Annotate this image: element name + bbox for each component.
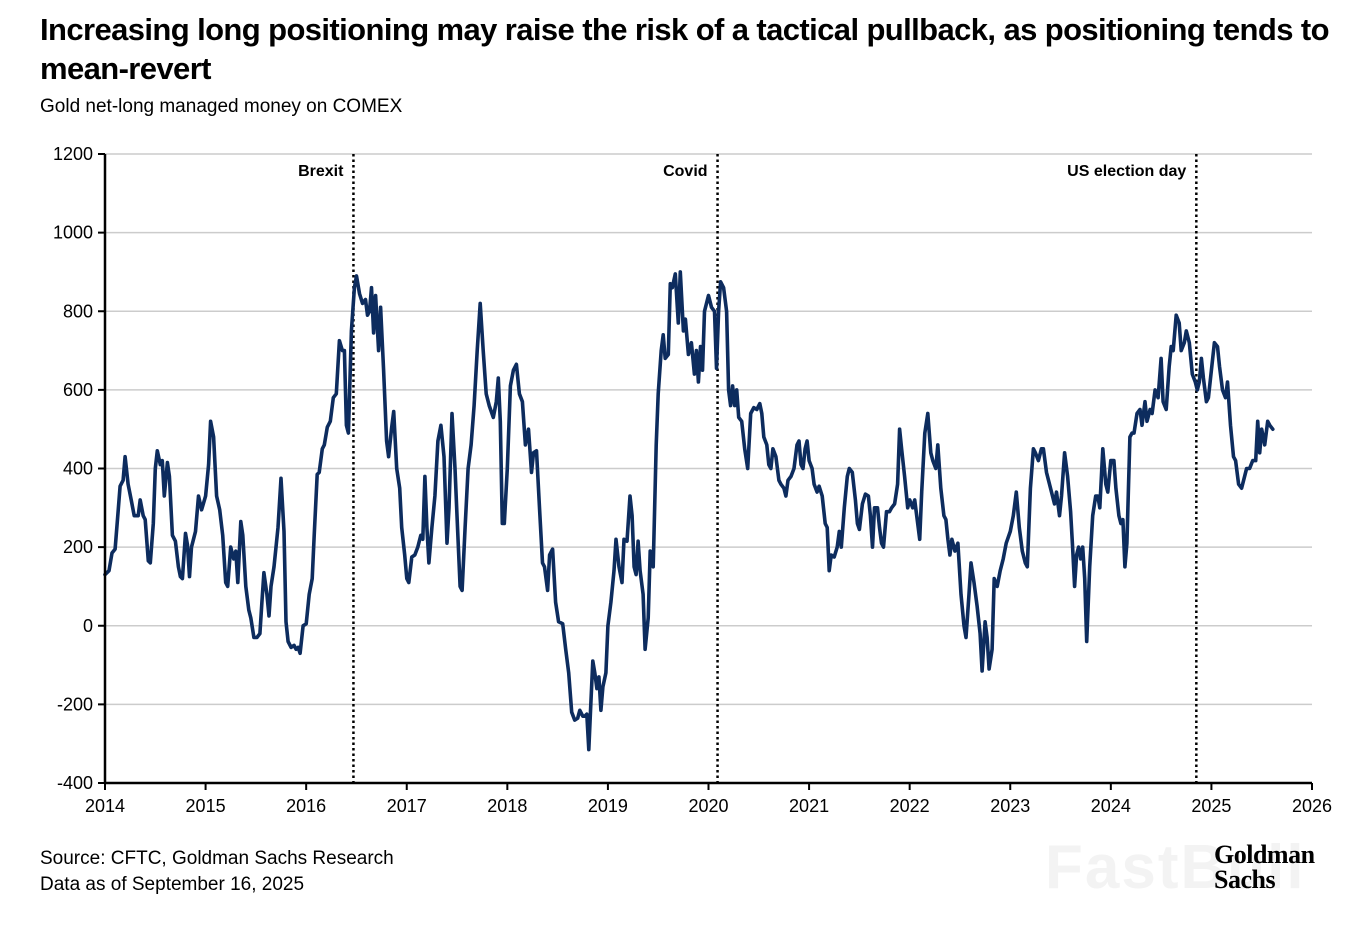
logo-line-1: Goldman <box>1214 840 1315 869</box>
x-tick-label: 2017 <box>387 796 427 816</box>
y-tick-label: 800 <box>63 301 93 321</box>
x-tick-label: 2018 <box>487 796 527 816</box>
x-tick-label: 2015 <box>186 796 226 816</box>
y-tick-label: 1200 <box>53 144 93 164</box>
y-tick-label: 1000 <box>53 223 93 243</box>
series-line <box>103 270 1275 752</box>
logo-line-2: Sachs <box>1214 865 1276 894</box>
axes: 1200 1000 800 600 400 200 0 -200 -400 2014 2015 201… <box>53 144 1332 816</box>
event-markers: Brexit Covid US election day <box>298 154 1198 783</box>
goldman-sachs-logo: Goldman Sachs <box>1214 840 1315 894</box>
x-tick-label: 2019 <box>588 796 628 816</box>
x-tick-label: 2025 <box>1191 796 1231 816</box>
chart-subtitle: Gold net-long managed money on COMEX <box>40 96 403 117</box>
y-tick-label: 200 <box>63 537 93 557</box>
y-tick-label: -200 <box>57 694 93 714</box>
y-tick-label: 0 <box>83 616 93 636</box>
x-tick-label: 2016 <box>286 796 326 816</box>
x-tick-label: 2026 <box>1292 796 1332 816</box>
x-tick-label: 2023 <box>990 796 1030 816</box>
event-label: US election day <box>1067 163 1186 180</box>
series-layer <box>103 270 1275 752</box>
data-date: Data as of September 16, 2025 <box>40 874 305 895</box>
source-text: Source: CFTC, Goldman Sachs Research <box>40 848 394 869</box>
y-tick-label: 600 <box>63 380 93 400</box>
y-tick-label: 400 <box>63 459 93 479</box>
x-tick-label: 2021 <box>789 796 829 816</box>
event-label: Brexit <box>298 163 344 180</box>
x-tick-label: 2022 <box>890 796 930 816</box>
event-label: Covid <box>663 163 707 180</box>
source-note: Source: CFTC, Goldman Sachs Research Dat… <box>40 846 394 898</box>
x-tick-label: 2024 <box>1091 796 1131 816</box>
gridlines <box>105 153 1312 706</box>
y-tick-label: -400 <box>57 773 93 793</box>
watermark: FastBull <box>1045 833 1306 902</box>
chart-title: Increasing long positioning may raise th… <box>40 12 1330 86</box>
x-tick-label: 2020 <box>688 796 728 816</box>
x-tick-label: 2014 <box>85 796 125 816</box>
